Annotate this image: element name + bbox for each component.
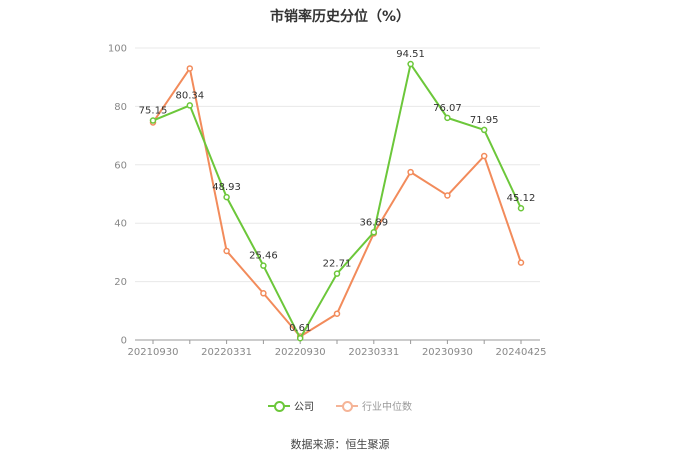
series-line-company bbox=[152, 63, 522, 340]
y-tick-label: 60 bbox=[114, 160, 127, 171]
data-point-industry-median bbox=[186, 65, 194, 72]
legend-item-industry-median[interactable]: 行业中位数 bbox=[336, 398, 412, 413]
data-point-company bbox=[480, 126, 488, 134]
data-point-industry-median bbox=[223, 247, 230, 255]
x-tick-label: 20220331 bbox=[201, 347, 252, 358]
legend-item-company[interactable]: 公司 bbox=[268, 398, 314, 413]
data-label: 22.71 bbox=[323, 259, 352, 270]
data-point-company bbox=[186, 102, 194, 109]
data-point-industry-median bbox=[517, 259, 525, 266]
y-tick-label: 80 bbox=[114, 102, 127, 113]
x-tick-label: 20230930 bbox=[422, 347, 473, 358]
data-label: 94.51 bbox=[396, 49, 425, 60]
data-point-company bbox=[149, 117, 157, 124]
data-point-company bbox=[517, 204, 525, 212]
data-point-company bbox=[333, 270, 341, 277]
data-label: 75.15 bbox=[139, 106, 168, 117]
data-point-industry-median bbox=[407, 168, 414, 176]
legend-swatch-company bbox=[268, 400, 290, 412]
chart-title: 市销率历史分位（%） bbox=[269, 9, 411, 25]
data-point-company bbox=[223, 193, 230, 201]
data-point-industry-median bbox=[444, 192, 451, 199]
data-label: 71.95 bbox=[470, 115, 499, 126]
data-label: 80.34 bbox=[175, 90, 204, 101]
data-point-industry-median bbox=[333, 310, 341, 317]
data-point-company bbox=[296, 334, 304, 342]
data-point-company bbox=[444, 114, 451, 122]
series-line-industry-median bbox=[152, 67, 522, 338]
data-source: 数据来源：恒生聚源 bbox=[290, 438, 390, 451]
legend-label-industry-median: 行业中位数 bbox=[362, 402, 412, 413]
legend-swatch-industry-median bbox=[336, 400, 358, 412]
x-tick-label: 20230331 bbox=[348, 347, 399, 358]
data-label: 76.07 bbox=[433, 103, 462, 114]
x-tick-label: 20240425 bbox=[496, 347, 547, 358]
y-tick-label: 0 bbox=[121, 336, 127, 347]
data-point-industry-median bbox=[480, 152, 488, 160]
x-tick-label: 20210930 bbox=[128, 347, 179, 358]
legend: 公司 行业中位数 bbox=[0, 398, 680, 413]
y-tick-label: 20 bbox=[114, 277, 127, 288]
y-tick-label: 100 bbox=[108, 44, 127, 55]
data-label: 36.89 bbox=[359, 217, 388, 228]
data-label: 0.61 bbox=[289, 323, 311, 334]
data-label: 48.93 bbox=[212, 182, 241, 193]
y-tick-label: 40 bbox=[114, 219, 127, 230]
legend-label-company: 公司 bbox=[294, 402, 314, 413]
data-label: 25.46 bbox=[249, 251, 278, 262]
data-point-company bbox=[407, 60, 414, 68]
data-point-company bbox=[370, 229, 378, 236]
x-tick-label: 20220930 bbox=[275, 347, 326, 358]
data-point-company bbox=[260, 262, 267, 269]
data-point-industry-median bbox=[260, 290, 267, 297]
data-label: 45.12 bbox=[507, 193, 536, 204]
